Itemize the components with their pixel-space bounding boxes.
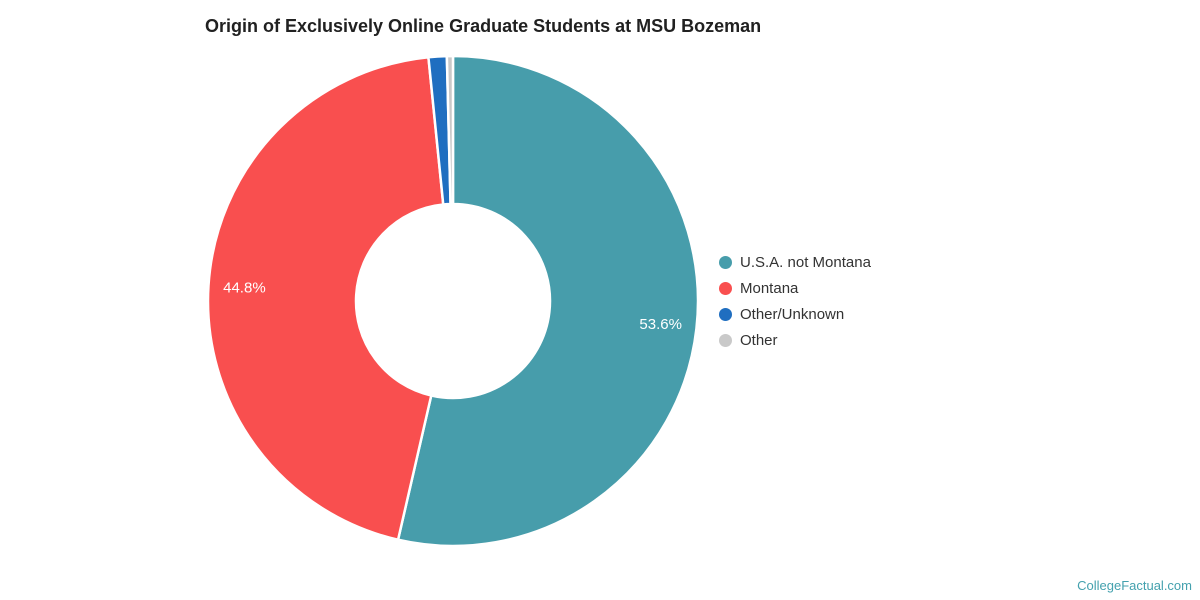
legend-item-montana[interactable]: Montana — [719, 278, 871, 298]
data-label-u-s-a-not-montana: 53.6% — [639, 316, 682, 333]
pie-slice-other[interactable] — [445, 54, 455, 206]
legend-item-label: Montana — [740, 279, 799, 297]
pie-slice-u-s-a-not-montana[interactable] — [396, 54, 700, 548]
legend-item-label: Other/Unknown — [740, 305, 845, 323]
legend-item-other[interactable]: Other — [719, 330, 871, 350]
legend: U.S.A. not Montana Montana Other/Unknown Ot… — [719, 252, 871, 350]
legend-item-other-unknown[interactable]: Other/Unknown — [719, 304, 871, 324]
legend-item-u-s-a-not-montana[interactable]: U.S.A. not Montana — [719, 252, 871, 272]
watermark-link[interactable]: CollegeFactual.com — [1077, 578, 1192, 593]
data-label-montana: 44.8% — [223, 279, 266, 296]
legend-item-label: Other — [740, 331, 778, 349]
legend-item-label: U.S.A. not Montana — [740, 253, 871, 271]
legend-marker-icon — [719, 307, 732, 321]
legend-marker-icon — [719, 281, 732, 295]
chart-title: Origin of Exclusively Online Graduate St… — [205, 16, 762, 36]
legend-marker-icon — [719, 333, 732, 347]
pie-slice-montana[interactable] — [206, 55, 445, 542]
legend-marker-icon — [719, 255, 732, 269]
